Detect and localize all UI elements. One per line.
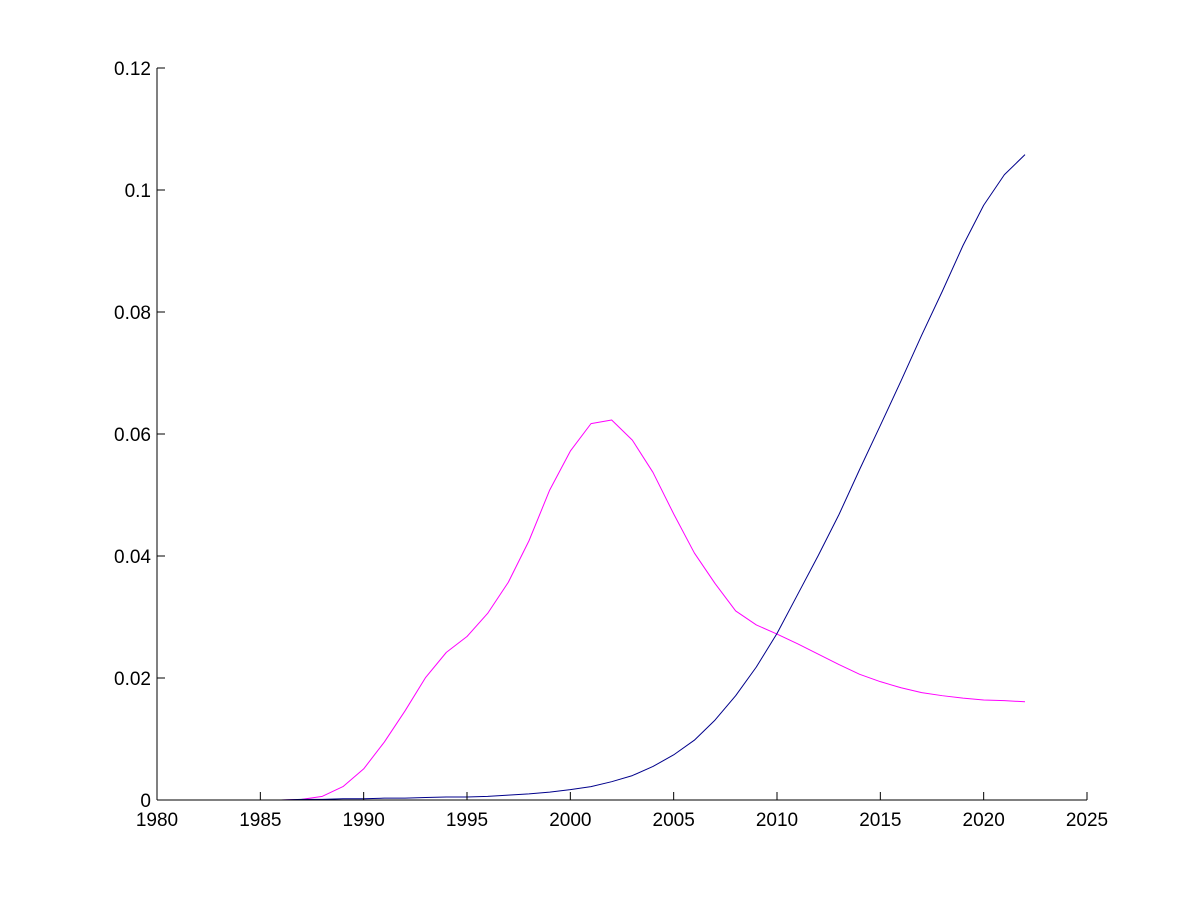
x-tick-label: 2015 (859, 810, 901, 831)
y-tick-label: 0.12 (114, 59, 151, 80)
x-axis-ticks: 1980 1985 1990 1995 2000 2005 2010 2015 2020 2025 (136, 792, 1108, 831)
magenta-series-line (157, 419, 1026, 801)
x-tick-label: 2000 (549, 810, 591, 831)
axes-layer (156, 68, 1087, 801)
x-tick-label: 1990 (343, 810, 385, 831)
navy-series-line (157, 154, 1026, 801)
y-tick-label: 0.1 (125, 181, 151, 202)
series-layer (157, 154, 1026, 801)
y-tick-label: 0.06 (114, 425, 151, 446)
x-tick-label: 1985 (239, 810, 281, 831)
x-tick-label: 2005 (653, 810, 695, 831)
y-tick-label: 0.08 (114, 303, 151, 324)
x-tick-label: 2025 (1066, 810, 1108, 831)
x-tick-label: 1980 (136, 810, 178, 831)
x-tick-label: 1995 (446, 810, 488, 831)
y-tick-label: 0 (140, 791, 151, 812)
y-tick-label: 0.02 (114, 669, 151, 690)
y-axis-ticks: 0 0.02 0.04 0.06 0.08 0.1 0.12 (114, 59, 165, 812)
x-tick-label: 2020 (963, 810, 1005, 831)
x-tick-label: 2010 (756, 810, 798, 831)
y-tick-label: 0.04 (114, 547, 151, 568)
